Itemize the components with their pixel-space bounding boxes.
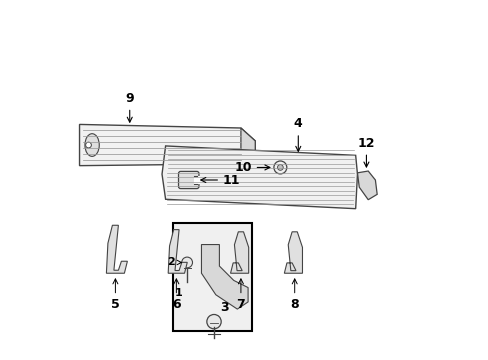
Polygon shape: [168, 230, 187, 273]
Text: 6: 6: [172, 279, 180, 311]
Circle shape: [85, 142, 91, 148]
Text: 2: 2: [166, 257, 181, 267]
Polygon shape: [284, 232, 302, 273]
Text: 9: 9: [125, 92, 134, 122]
Text: 3: 3: [220, 301, 229, 315]
Text: 1: 1: [174, 288, 182, 298]
Circle shape: [182, 257, 192, 268]
Polygon shape: [230, 232, 248, 273]
Text: 4: 4: [293, 117, 302, 151]
Text: 10: 10: [234, 161, 269, 174]
Polygon shape: [106, 225, 127, 273]
Polygon shape: [357, 171, 376, 200]
Bar: [172, 223, 251, 330]
Polygon shape: [80, 125, 255, 166]
Text: 5: 5: [111, 279, 120, 311]
Ellipse shape: [85, 134, 99, 156]
Polygon shape: [162, 146, 357, 209]
Text: 11: 11: [201, 174, 240, 186]
Circle shape: [273, 161, 286, 174]
Circle shape: [277, 165, 283, 170]
Circle shape: [206, 315, 221, 329]
Polygon shape: [201, 244, 247, 309]
Text: 12: 12: [357, 136, 374, 167]
Polygon shape: [241, 128, 255, 164]
FancyBboxPatch shape: [178, 171, 199, 189]
Text: 8: 8: [290, 279, 298, 311]
Text: 7: 7: [236, 279, 245, 311]
Bar: [194, 176, 199, 184]
